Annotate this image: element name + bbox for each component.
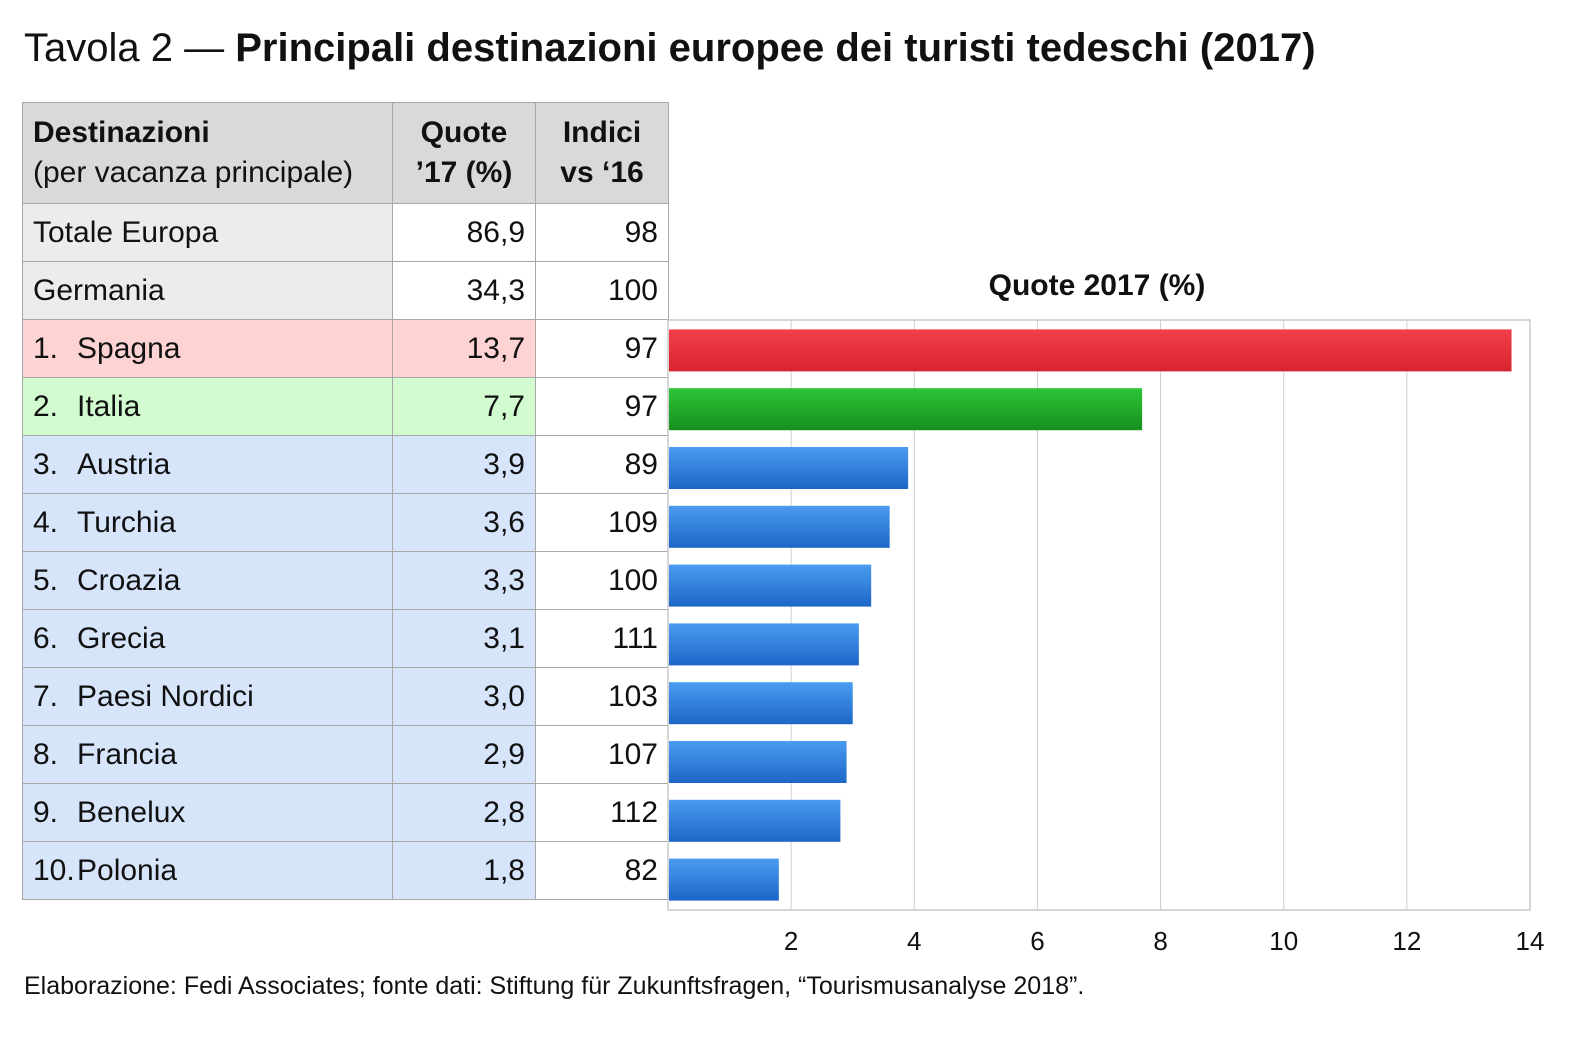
table-row: 3. Austria 3,9 89 (22, 435, 669, 494)
destination-name: Paesi Nordici (77, 679, 254, 713)
destination-cell: 6. Grecia (22, 609, 393, 668)
quota-cell: 2,9 (392, 725, 536, 784)
chart-title: Quote 2017 (%) (989, 269, 1206, 302)
table-row: 4. Turchia 3,6 109 (22, 493, 669, 552)
title-prefix: Tavola 2 — (24, 26, 225, 70)
index-cell: 82 (535, 841, 669, 900)
destination-name: Italia (77, 389, 141, 423)
x-tick-label: 8 (1153, 926, 1167, 956)
table-row: 10.Polonia 1,8 82 (22, 841, 669, 900)
table-row: 6. Grecia 3,1 111 (22, 609, 669, 668)
index-cell: 111 (535, 609, 669, 668)
bar-francia (669, 741, 847, 783)
quota-cell: 34,3 (392, 261, 536, 320)
page-title: Tavola 2 — Principali destinazioni europ… (24, 26, 1316, 71)
rank-label: 9. (33, 795, 59, 829)
bar-turchia (669, 505, 890, 548)
header-destinations: Destinazioni (per vacanza principale) (22, 102, 393, 204)
source-footnote: Elaborazione: Fedi Associates; fonte dat… (24, 972, 1085, 1000)
destination-cell: 10.Polonia (22, 841, 393, 900)
table-row: 7. Paesi Nordici 3,0 103 (22, 667, 669, 726)
destination-name: Totale Europa (33, 215, 219, 249)
destination-cell: 7. Paesi Nordici (22, 667, 393, 726)
quota-cell: 3,9 (392, 435, 536, 494)
quota-cell: 3,1 (392, 609, 536, 668)
rank-label: 3. (33, 447, 59, 481)
rank-label: 6. (33, 621, 59, 655)
rank-label: 4. (33, 505, 59, 539)
table-row: 8. Francia 2,9 107 (22, 725, 669, 784)
destination-name: Austria (77, 447, 171, 481)
bar-italia (669, 388, 1143, 431)
destination-name: Germania (33, 273, 165, 307)
destination-name: Benelux (77, 795, 186, 829)
x-tick-label: 4 (907, 926, 921, 956)
destination-cell: 4. Turchia (22, 493, 393, 552)
destination-name: Grecia (77, 621, 166, 655)
destination-cell: Totale Europa (22, 203, 393, 262)
quota-cell: 3,3 (392, 551, 536, 610)
table-row: Germania 34,3 100 (22, 261, 669, 320)
index-cell: 112 (535, 783, 669, 842)
index-cell: 97 (535, 319, 669, 378)
x-tick-label: 10 (1269, 926, 1298, 956)
index-cell: 100 (535, 261, 669, 320)
rank-label: 2. (33, 389, 59, 423)
index-cell: 98 (535, 203, 669, 262)
index-cell: 103 (535, 667, 669, 726)
quota-cell: 2,8 (392, 783, 536, 842)
destination-cell: 3. Austria (22, 435, 393, 494)
quota-cell: 13,7 (392, 319, 536, 378)
rank-label: 1. (33, 331, 59, 365)
destination-name: Turchia (77, 505, 176, 539)
destination-cell: 2. Italia (22, 377, 393, 436)
bar-benelux (669, 799, 841, 842)
rank-label: 7. (33, 679, 59, 713)
index-cell: 97 (535, 377, 669, 436)
x-tick-label: 12 (1392, 926, 1421, 956)
quota-cell: 3,6 (392, 493, 536, 552)
rank-label: 5. (33, 563, 59, 597)
x-tick-label: 14 (1516, 926, 1545, 956)
bar-austria (669, 447, 909, 489)
destination-name: Francia (77, 737, 178, 771)
bar-grecia (669, 623, 859, 666)
index-cell: 109 (535, 493, 669, 552)
bar-spagna (669, 329, 1512, 372)
destination-name: Croazia (77, 563, 181, 597)
table-row: 1. Spagna 13,7 97 (22, 319, 669, 378)
quota-cell: 3,0 (392, 667, 536, 726)
index-cell: 100 (535, 551, 669, 610)
destination-name: Spagna (77, 331, 181, 365)
rank-label: 10. (33, 853, 75, 887)
bar-paesi-nordici (669, 682, 853, 725)
title-main: Principali destinazioni europee dei turi… (235, 26, 1316, 70)
table-row: 9. Benelux 2,8 112 (22, 783, 669, 842)
destinations-table: Destinazioni (per vacanza principale) Qu… (22, 102, 669, 900)
header-indici: Indici vs ‘16 (535, 102, 669, 204)
rank-label: 8. (33, 737, 59, 771)
quota-cell: 7,7 (392, 377, 536, 436)
x-tick-label: 6 (1030, 926, 1044, 956)
table-row: 2. Italia 7,7 97 (22, 377, 669, 436)
bar-croazia (669, 564, 872, 607)
x-tick-label: 2 (784, 926, 798, 956)
table-header-row: Destinazioni (per vacanza principale) Qu… (22, 102, 669, 204)
destination-cell: 1. Spagna (22, 319, 393, 378)
bar-polonia (669, 858, 779, 901)
destination-cell: Germania (22, 261, 393, 320)
destination-name: Polonia (77, 853, 178, 887)
index-cell: 89 (535, 435, 669, 494)
